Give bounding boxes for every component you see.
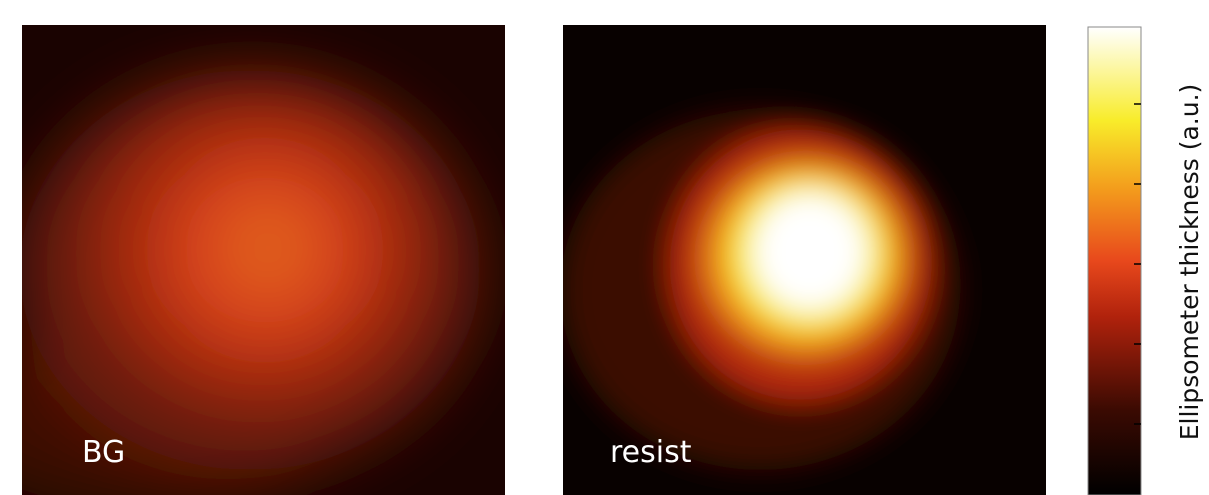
page: BG resist Ellipsometer thickness (a.u.) …	[0, 0, 1209, 495]
figure: BG resist Ellipsometer thickness (a.u.)	[0, 0, 1209, 495]
heatmap-resist: resist	[560, 25, 1046, 495]
heatmap-bg: BG	[0, 25, 505, 495]
panel-label: resist	[610, 435, 692, 470]
colorbar-label: Ellipsometer thickness (a.u.)	[1175, 84, 1204, 441]
panel-label: BG	[82, 435, 125, 470]
colorbar: Ellipsometer thickness (a.u.)	[1088, 27, 1204, 495]
